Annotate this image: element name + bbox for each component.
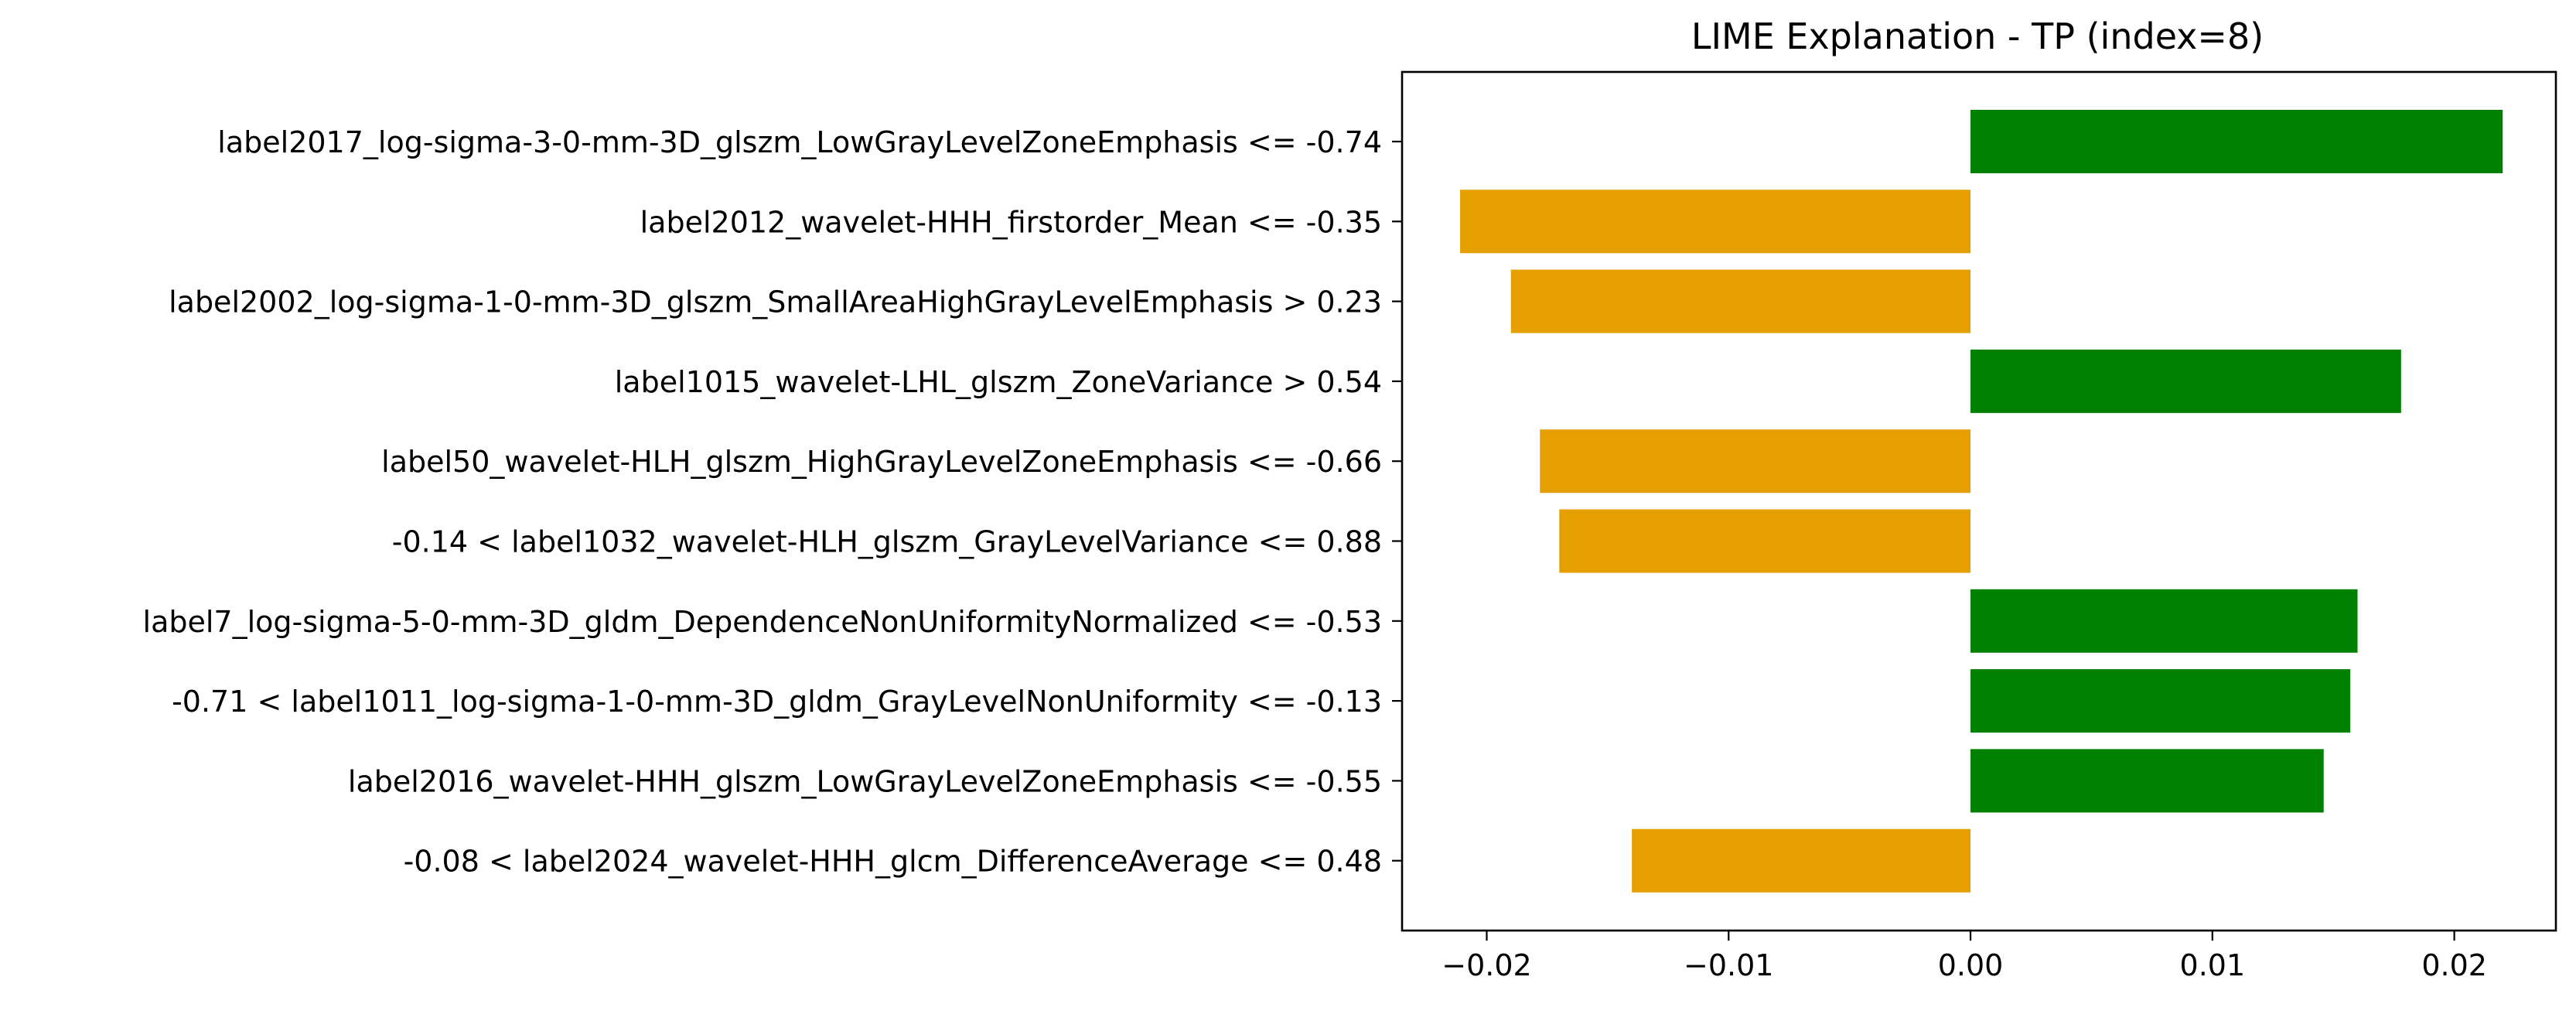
y-tick-label-7: -0.71 < label1011_log-sigma-1-0-mm-3D_gl… xyxy=(172,685,1382,719)
bar-8 xyxy=(1970,749,2324,813)
y-tick-label-4: label50_wavelet-HLH_glszm_HighGrayLevelZ… xyxy=(381,445,1382,479)
y-tick-label-8: label2016_wavelet-HHH_glszm_LowGrayLevel… xyxy=(348,764,1382,798)
bar-3 xyxy=(1970,349,2401,413)
x-tick-label-0: −0.02 xyxy=(1442,948,1531,982)
bars-layer xyxy=(1460,110,2503,893)
plot-frame xyxy=(1401,70,2557,932)
bar-0 xyxy=(1970,110,2503,173)
x-tick-label-3: 0.01 xyxy=(2180,948,2246,982)
y-tick-labels: label2017_log-sigma-3-0-mm-3D_glszm_LowG… xyxy=(143,125,1402,879)
chart-title: LIME Explanation - TP (index=8) xyxy=(1691,15,2264,57)
x-tick-label-2: 0.00 xyxy=(1938,948,2004,982)
bar-5 xyxy=(1559,509,1971,573)
x-tick-label-4: 0.02 xyxy=(2421,948,2487,982)
y-tick-label-5: -0.14 < label1032_wavelet-HLH_glszm_Gray… xyxy=(392,525,1382,559)
bar-7 xyxy=(1970,669,2351,733)
y-tick-label-0: label2017_log-sigma-3-0-mm-3D_glszm_LowG… xyxy=(217,125,1382,159)
y-tick-label-9: -0.08 < label2024_wavelet-HHH_glcm_Diffe… xyxy=(404,845,1382,879)
x-tick-label-1: −0.01 xyxy=(1684,948,1773,982)
y-tick-label-6: label7_log-sigma-5-0-mm-3D_gldm_Dependen… xyxy=(143,605,1382,639)
y-tick-label-3: label1015_wavelet-LHL_glszm_ZoneVariance… xyxy=(615,365,1382,399)
bar-1 xyxy=(1460,190,1971,254)
bar-6 xyxy=(1970,589,2358,653)
y-tick-label-1: label2012_wavelet-HHH_firstorder_Mean <=… xyxy=(640,205,1382,239)
bar-9 xyxy=(1632,828,1971,893)
bar-2 xyxy=(1510,269,1971,333)
bar-4 xyxy=(1540,429,1971,494)
x-axis: −0.02 −0.01 0.00 0.01 0.02 xyxy=(1442,931,2487,982)
y-tick-label-2: label2002_log-sigma-1-0-mm-3D_glszm_Smal… xyxy=(169,285,1382,319)
